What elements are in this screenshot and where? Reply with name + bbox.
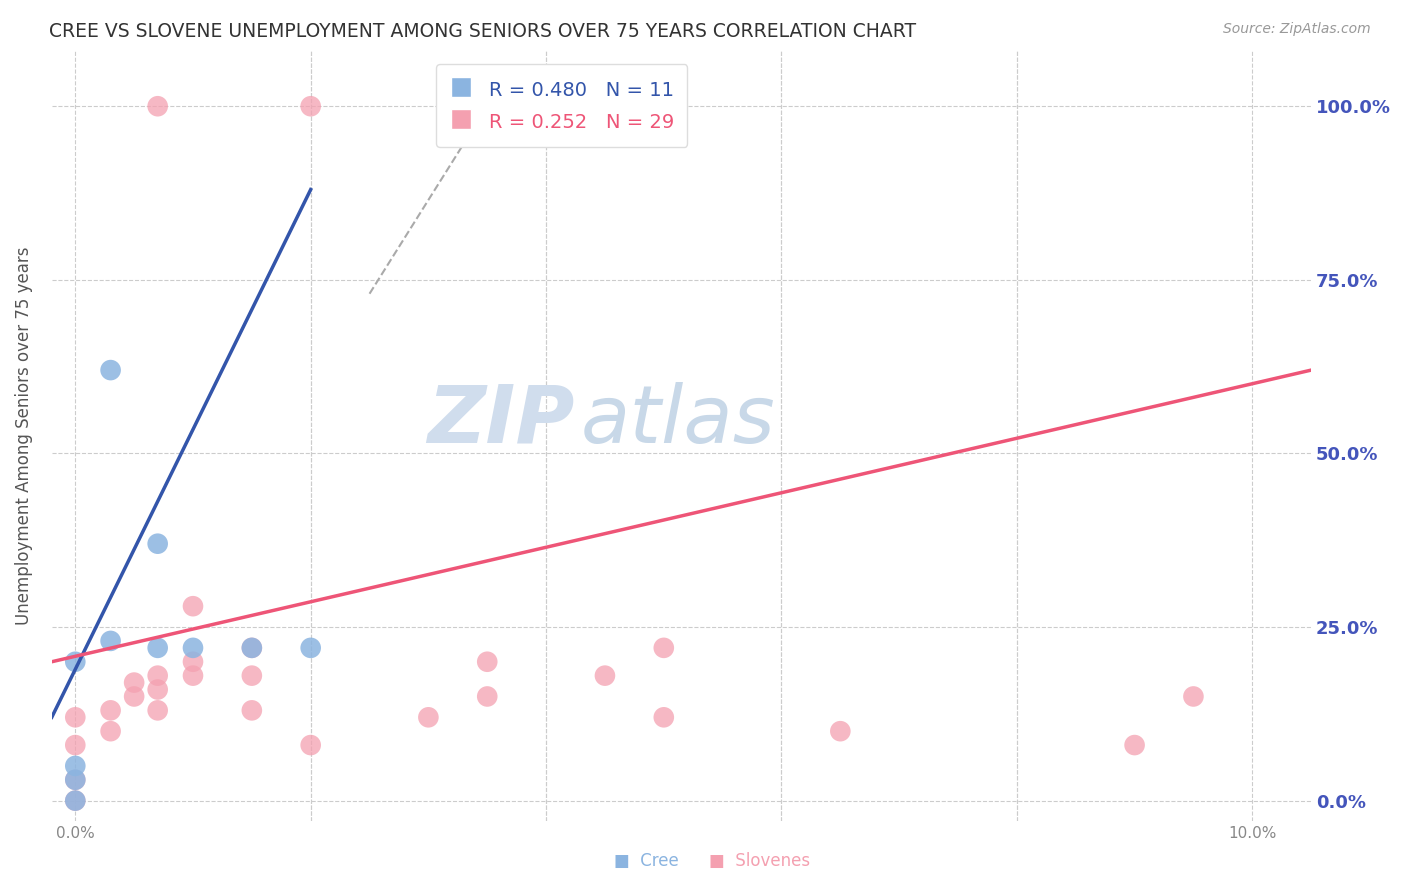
Point: [240, 640, 263, 655]
Point: [65, 710, 87, 724]
Point: [418, 710, 440, 724]
Text: ■  Cree: ■ Cree: [614, 852, 679, 870]
Text: ■  Slovenes: ■ Slovenes: [709, 852, 810, 870]
Point: [181, 640, 204, 655]
Point: [146, 537, 169, 551]
Point: [146, 703, 169, 717]
Point: [477, 655, 499, 669]
Point: [477, 690, 499, 704]
Point: [593, 668, 616, 682]
Point: [65, 772, 87, 787]
Point: [65, 738, 87, 752]
Point: [146, 99, 169, 113]
Y-axis label: Unemployment Among Seniors over 75 years: Unemployment Among Seniors over 75 years: [15, 247, 32, 625]
Point: [146, 682, 169, 697]
Point: [65, 655, 87, 669]
Text: Source: ZipAtlas.com: Source: ZipAtlas.com: [1223, 22, 1371, 37]
Point: [1182, 690, 1205, 704]
Point: [830, 724, 852, 739]
Point: [122, 690, 145, 704]
Point: [652, 710, 675, 724]
Point: [146, 668, 169, 682]
Point: [122, 675, 145, 690]
Point: [181, 655, 204, 669]
Point: [65, 772, 87, 787]
Point: [240, 640, 263, 655]
Point: [240, 703, 263, 717]
Text: ZIP: ZIP: [427, 382, 575, 459]
Point: [240, 668, 263, 682]
Text: atlas: atlas: [581, 382, 776, 459]
Point: [100, 634, 122, 648]
Point: [100, 724, 122, 739]
Point: [181, 668, 204, 682]
Point: [652, 640, 675, 655]
Point: [299, 99, 322, 113]
Point: [146, 640, 169, 655]
Legend: R = 0.480   N = 11, R = 0.252   N = 29: R = 0.480 N = 11, R = 0.252 N = 29: [436, 64, 688, 146]
Point: [1123, 738, 1146, 752]
Point: [181, 599, 204, 614]
Point: [299, 640, 322, 655]
Point: [65, 759, 87, 773]
Point: [65, 794, 87, 808]
Text: CREE VS SLOVENE UNEMPLOYMENT AMONG SENIORS OVER 75 YEARS CORRELATION CHART: CREE VS SLOVENE UNEMPLOYMENT AMONG SENIO…: [49, 22, 917, 41]
Point: [299, 738, 322, 752]
Point: [100, 363, 122, 377]
Point: [100, 703, 122, 717]
Point: [65, 794, 87, 808]
